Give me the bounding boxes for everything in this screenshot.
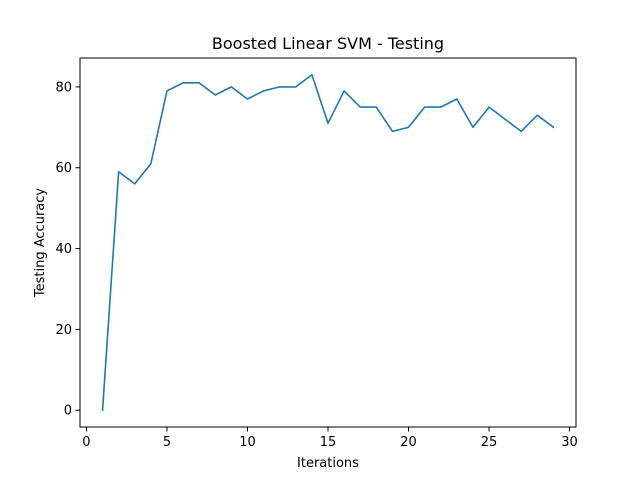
x-tick-label-2: 10 xyxy=(239,435,256,450)
x-axis-label: Iterations xyxy=(297,456,359,471)
chart-title: Boosted Linear SVM - Testing xyxy=(212,34,444,53)
y-tick-label-3: 60 xyxy=(55,161,72,176)
x-tick-label-5: 25 xyxy=(481,435,498,450)
y-tick-label-1: 20 xyxy=(55,323,72,338)
y-tick-label-2: 40 xyxy=(55,242,72,257)
x-tick-label-3: 15 xyxy=(320,435,337,450)
x-tick-label-1: 5 xyxy=(163,435,171,450)
x-tick-label-0: 0 xyxy=(82,435,90,450)
x-tick-label-6: 30 xyxy=(561,435,578,450)
x-tick-label-4: 20 xyxy=(400,435,417,450)
y-tick-label-4: 80 xyxy=(55,80,72,95)
y-axis-label: Testing Accuracy xyxy=(33,188,48,298)
y-tick-label-0: 0 xyxy=(64,404,72,419)
